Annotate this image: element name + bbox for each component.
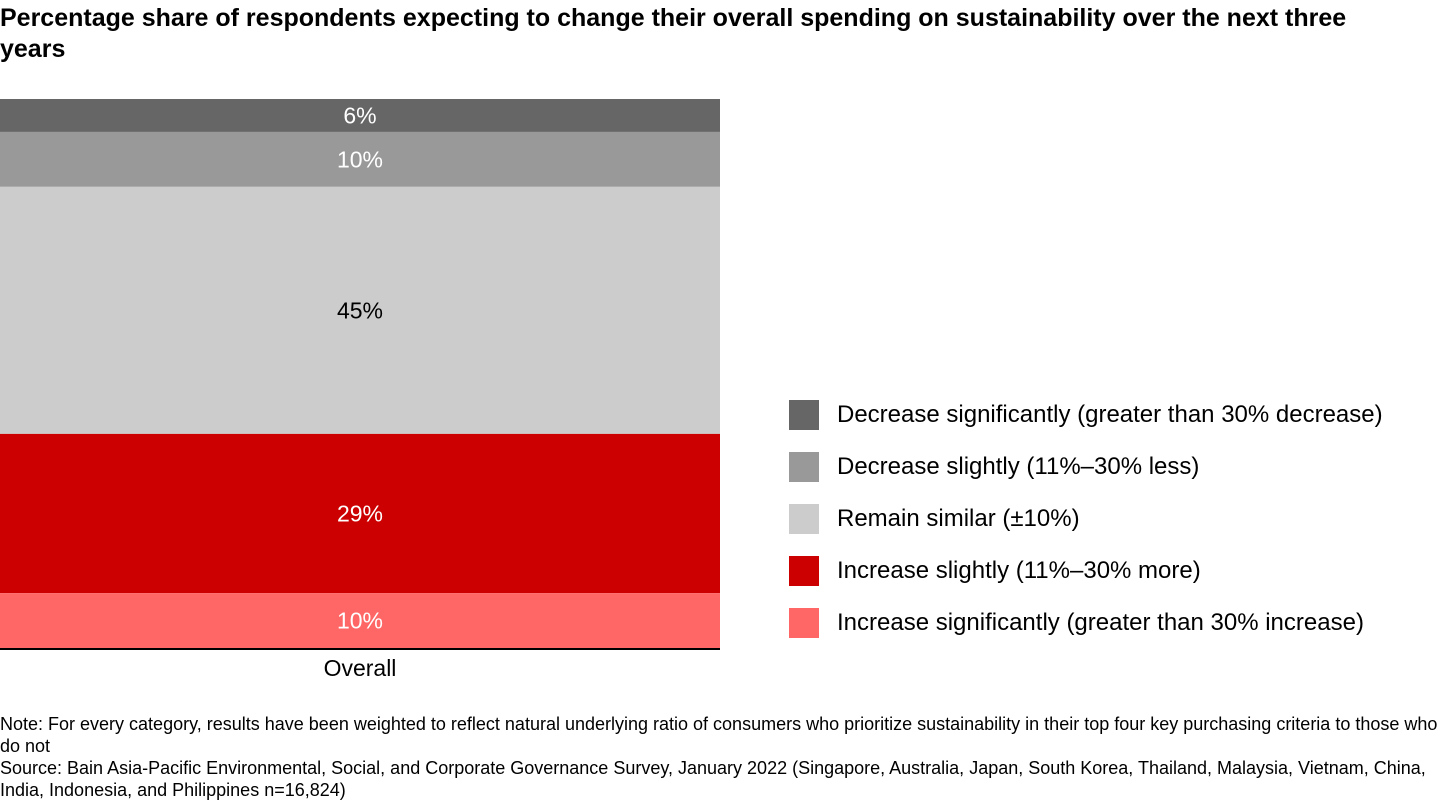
bar-segment-0 (0, 99, 720, 132)
legend-swatch-2 (789, 504, 819, 534)
data-label-1: 10% (337, 146, 383, 172)
legend-label-0: Decrease significantly (greater than 30%… (837, 401, 1383, 428)
legend-item-3: Increase slightly (11%–30% more) (789, 556, 1439, 587)
legend-item-0: Decrease significantly (greater than 30%… (789, 400, 1439, 431)
bar-segment-3 (0, 433, 720, 594)
legend-swatch-1 (789, 452, 819, 482)
legend-label-2: Remain similar (±10%) (837, 505, 1080, 532)
legend-label-3: Increase slightly (11%–30% more) (837, 557, 1201, 584)
data-label-3: 29% (337, 500, 383, 526)
legend-swatch-4 (789, 608, 819, 638)
legend-item-2: Remain similar (±10%) (789, 504, 1439, 535)
legend-swatch-3 (789, 556, 819, 586)
legend-label-1: Decrease slightly (11%–30% less) (837, 453, 1200, 480)
data-label-2: 45% (337, 297, 383, 323)
bar-segment-1 (0, 131, 720, 187)
data-label-4: 10% (337, 608, 383, 634)
category-label-0: Overall (324, 655, 397, 681)
chart-title: Percentage share of respondents expectin… (0, 4, 1347, 63)
legend-swatch-0 (789, 400, 819, 430)
bar-segment-2 (0, 186, 720, 434)
footnote: Note: For every category, results have b… (0, 713, 1440, 801)
legend-label-4: Increase significantly (greater than 30%… (837, 609, 1364, 636)
note-text: Note: For every category, results have b… (0, 714, 1438, 756)
chart-legend: Decrease significantly (greater than 30%… (789, 400, 1439, 660)
data-label-0: 6% (343, 102, 376, 128)
bar-segment-4 (0, 593, 720, 648)
legend-item-4: Increase significantly (greater than 30%… (789, 608, 1439, 639)
source-text: Source: Bain Asia-Pacific Environmental,… (0, 758, 1426, 800)
legend-item-1: Decrease slightly (11%–30% less) (789, 452, 1439, 483)
